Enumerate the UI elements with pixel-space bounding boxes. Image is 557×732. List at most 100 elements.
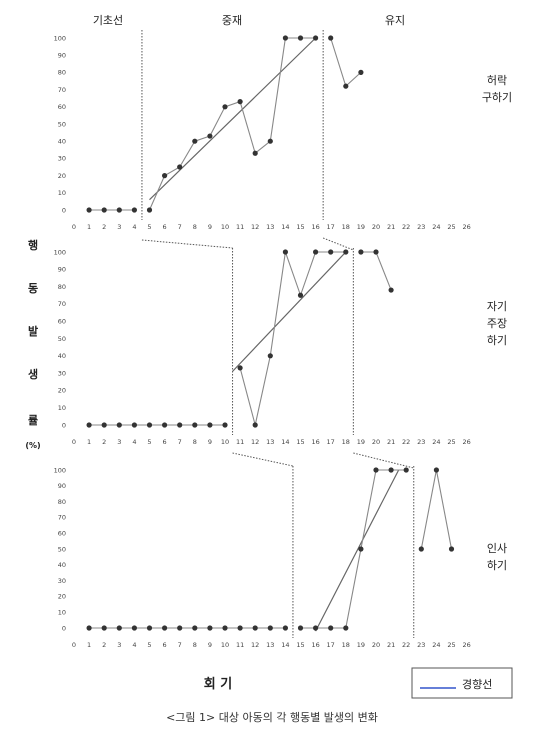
x-tick-label: 0 — [72, 641, 76, 649]
y-tick-label: 100 — [54, 466, 66, 474]
y-tick-label: 60 — [58, 318, 66, 326]
phase-label-maintenance: 유지 — [385, 14, 405, 27]
x-tick-label: 23 — [417, 223, 425, 231]
x-tick-label: 6 — [163, 641, 167, 649]
y-axis-label-char: 동 — [28, 282, 38, 295]
x-tick-label: 16 — [311, 438, 319, 446]
x-tick-label: 7 — [178, 223, 182, 231]
data-series-line — [330, 37, 362, 88]
trend-line — [149, 37, 317, 201]
data-point — [448, 546, 455, 552]
x-tick-label: 9 — [208, 641, 212, 649]
x-tick-label: 18 — [342, 223, 350, 231]
data-point — [207, 422, 213, 428]
behavior-label-ask-permission: 구하기 — [482, 90, 512, 104]
phase-connector-line — [322, 237, 354, 251]
legend-box — [411, 667, 513, 699]
phase-label-intervention: 중재 — [222, 14, 242, 27]
x-tick-label: 25 — [447, 223, 455, 231]
x-tick-label: 12 — [251, 641, 259, 649]
y-tick-label: 30 — [58, 577, 66, 585]
data-point — [86, 625, 92, 631]
data-point — [101, 422, 107, 428]
x-tick-label: 11 — [236, 438, 244, 446]
data-point — [297, 625, 304, 631]
phase-connector-line — [141, 239, 233, 249]
x-tick-label: 22 — [402, 438, 410, 446]
data-point — [86, 207, 92, 213]
data-point — [358, 249, 364, 255]
data-point — [237, 365, 243, 371]
phase-label-baseline: 기초선 — [93, 14, 123, 27]
data-point — [131, 207, 137, 213]
behavior-label-self-assertion: 하기 — [487, 333, 507, 347]
data-point — [222, 625, 228, 631]
x-tick-label: 18 — [342, 438, 350, 446]
data-point — [116, 422, 122, 428]
y-tick-label: 20 — [58, 172, 66, 180]
data-point — [252, 625, 258, 631]
data-series-line — [239, 251, 346, 426]
x-tick-label: 24 — [432, 641, 440, 649]
data-point — [297, 35, 304, 41]
y-tick-label: 20 — [58, 593, 66, 601]
x-tick-label: 14 — [281, 438, 289, 446]
data-point — [433, 467, 439, 473]
x-tick-label: 5 — [147, 641, 151, 649]
data-point — [177, 625, 183, 631]
x-tick-label: 19 — [357, 641, 365, 649]
x-tick-label: 18 — [342, 641, 350, 649]
x-tick-label: 17 — [327, 438, 335, 446]
data-point — [343, 83, 349, 89]
data-point — [282, 35, 288, 41]
x-tick-label: 11 — [236, 641, 244, 649]
x-tick-label: 2 — [102, 223, 106, 231]
behavior-label-greeting: 인사 — [487, 542, 507, 555]
x-tick-label: 14 — [281, 223, 289, 231]
x-tick-label: 16 — [311, 641, 319, 649]
data-point — [373, 467, 379, 473]
data-point — [328, 249, 334, 255]
behavior-label-self-assertion: 자기 — [487, 300, 507, 313]
x-tick-label: 25 — [447, 641, 455, 649]
x-tick-label: 23 — [417, 438, 425, 446]
x-tick-label: 8 — [193, 223, 197, 231]
data-point — [282, 625, 288, 631]
x-tick-label: 22 — [402, 223, 410, 231]
data-point — [343, 625, 349, 631]
y-tick-label: 70 — [58, 300, 66, 308]
y-tick-label: 90 — [58, 482, 66, 490]
data-point — [162, 422, 168, 428]
data-point — [388, 287, 394, 293]
data-point — [328, 625, 334, 631]
x-tick-label: 15 — [296, 438, 304, 446]
x-tick-label: 1 — [87, 223, 91, 231]
x-tick-label: 17 — [327, 223, 335, 231]
data-point — [177, 422, 183, 428]
y-tick-label: 80 — [58, 498, 66, 506]
y-tick-label: 30 — [58, 155, 66, 163]
data-point — [146, 207, 153, 213]
data-point — [222, 422, 228, 428]
data-point — [162, 173, 168, 179]
y-tick-label: 50 — [58, 545, 66, 553]
x-tick-label: 10 — [221, 223, 229, 231]
y-tick-label: 40 — [58, 561, 66, 569]
data-point — [131, 422, 137, 428]
data-series-line — [148, 37, 316, 211]
data-point — [162, 625, 168, 631]
data-point — [101, 207, 107, 213]
y-tick-label: 90 — [58, 52, 66, 60]
x-tick-label: 12 — [251, 223, 259, 231]
x-tick-label: 16 — [311, 223, 319, 231]
y-tick-label: 40 — [58, 138, 66, 146]
y-tick-label: 70 — [58, 86, 66, 94]
data-series-line — [300, 469, 407, 629]
trend-line — [315, 469, 400, 632]
data-point — [207, 625, 213, 631]
y-tick-label: 60 — [58, 530, 66, 538]
data-point — [403, 467, 409, 473]
